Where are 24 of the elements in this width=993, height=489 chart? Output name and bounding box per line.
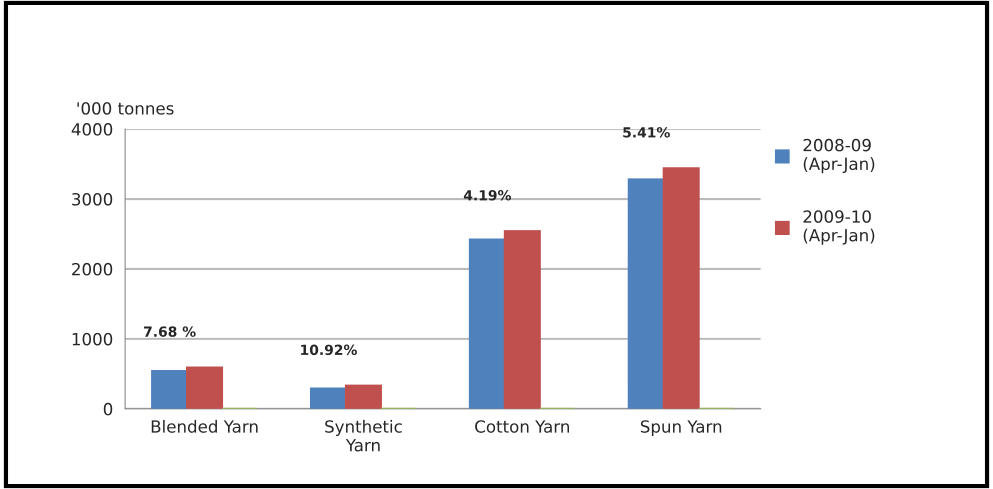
annotation: 10.92% xyxy=(301,344,357,356)
bar xyxy=(344,384,382,409)
bar xyxy=(186,366,224,409)
y-tick-label: 0 xyxy=(104,402,112,416)
x-tick-label: Synthetic Yarn xyxy=(325,420,402,452)
y-tick-label: 2000 xyxy=(72,262,112,276)
bar xyxy=(310,387,348,409)
legend-label: 2009-10 (Apr-Jan) xyxy=(804,210,874,245)
annotation: 7.68 % xyxy=(144,326,196,337)
bar xyxy=(662,167,700,409)
y-tick-label: 3000 xyxy=(72,192,112,206)
legend-label: 2008-09 (Apr-Jan) xyxy=(804,138,874,174)
x-tick-label: Blended Yarn xyxy=(152,420,258,433)
y-tick-label: 1000 xyxy=(72,332,112,346)
annotation: 4.19% xyxy=(464,190,512,201)
bar xyxy=(151,370,188,409)
bar xyxy=(628,178,665,409)
x-tick-label: Spun Yarn xyxy=(640,420,722,436)
y-tick-label: 4000 xyxy=(72,123,112,136)
x-tick-label: Cotton Yarn xyxy=(475,420,569,433)
annotation: 5.41% xyxy=(623,127,670,138)
bar xyxy=(468,238,506,409)
y-axis-title: '000 tonnes xyxy=(77,102,174,115)
bar xyxy=(504,230,541,409)
